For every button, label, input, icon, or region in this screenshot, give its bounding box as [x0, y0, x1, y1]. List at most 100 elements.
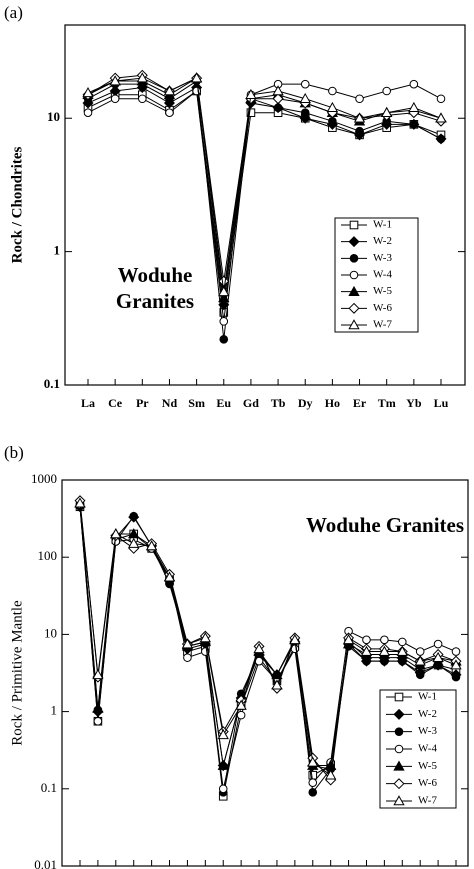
marker: [381, 106, 393, 118]
x-tick-label: Eu: [216, 396, 231, 410]
marker: [415, 647, 425, 656]
y-tick-label: 1: [54, 243, 61, 258]
marker: [271, 668, 283, 680]
marker: [328, 116, 337, 126]
marker: [355, 94, 364, 104]
marker: [397, 637, 407, 647]
marker: [271, 679, 283, 690]
marker: [355, 126, 364, 136]
series-line: [79, 504, 457, 789]
marker: [451, 672, 461, 682]
marker: [409, 120, 419, 129]
y-tick-label: 100: [38, 548, 58, 563]
marker: [82, 87, 94, 98]
marker: [415, 670, 425, 680]
marker: [165, 108, 174, 118]
marker: [190, 72, 203, 83]
marker: [289, 634, 301, 645]
panel: (b) Rock / Primitive Mantle 0.01 0.1 1 10 100 1…: [4, 443, 469, 869]
marker: [128, 537, 140, 548]
marker: [199, 632, 211, 643]
marker: [145, 540, 158, 551]
marker: [136, 72, 148, 83]
marker: [408, 101, 420, 112]
marker: [435, 112, 447, 123]
marker: [436, 134, 446, 144]
plot-frame: [64, 24, 466, 386]
marker: [349, 270, 359, 280]
marker: [110, 94, 120, 104]
marker: [349, 220, 359, 230]
marker: [349, 254, 359, 263]
x-tick-label: Nd: [162, 396, 178, 410]
marker: [83, 108, 93, 118]
marker: [218, 784, 228, 794]
x-tick-label: Lu: [434, 396, 449, 410]
marker: [128, 528, 140, 539]
legend-label: W-2: [373, 235, 392, 247]
marker: [328, 86, 337, 96]
marker: [183, 653, 192, 662]
marker: [272, 93, 284, 105]
panel-label: (a): [4, 3, 23, 22]
marker: [325, 769, 337, 780]
marker: [163, 85, 176, 96]
marker: [396, 645, 408, 656]
x-tick-label: Er: [353, 396, 367, 410]
legend-label: W-4: [418, 743, 437, 755]
marker: [129, 511, 139, 521]
series-line: [87, 80, 442, 340]
marker: [109, 75, 121, 86]
marker: [273, 103, 283, 112]
marker: [362, 635, 371, 645]
marker: [299, 92, 311, 104]
marker: [353, 112, 366, 123]
series-line: [87, 90, 442, 313]
series-line: [79, 505, 457, 794]
series-line: [79, 506, 457, 797]
marker: [245, 88, 257, 100]
marker: [380, 635, 389, 645]
marker: [92, 702, 104, 713]
marker: [326, 101, 339, 112]
series-line: [87, 86, 442, 305]
x-tick-label: Tm: [378, 396, 396, 410]
plot-frame: [61, 479, 469, 867]
marker: [219, 317, 229, 326]
marker: [450, 659, 462, 670]
series-line: [87, 77, 442, 292]
marker: [93, 716, 103, 726]
marker: [217, 729, 229, 740]
marker: [409, 79, 419, 89]
legend-label: W-4: [373, 269, 392, 281]
legend-label: W-1: [373, 219, 392, 231]
marker: [325, 759, 337, 770]
marker: [378, 645, 391, 656]
marker: [218, 292, 230, 303]
legend-label: W-6: [418, 777, 437, 789]
legend-label: W-7: [418, 795, 437, 807]
marker: [348, 302, 360, 314]
marker: [433, 660, 443, 670]
panel-label: (b): [4, 443, 24, 462]
marker: [393, 778, 405, 790]
marker: [110, 528, 122, 539]
y-tick-label: 1000: [31, 471, 57, 486]
legend-label: W-5: [418, 760, 437, 772]
legend-label: W-2: [418, 708, 437, 720]
annotation: Granites: [116, 289, 194, 313]
marker: [393, 760, 405, 771]
marker: [432, 651, 444, 662]
series-line: [79, 503, 457, 777]
series-line: [79, 503, 457, 767]
x-tick-label: Tb: [271, 396, 286, 410]
marker: [308, 788, 318, 797]
x-tick-label: Sm: [188, 396, 205, 410]
marker: [393, 708, 405, 720]
marker: [92, 668, 104, 680]
marker: [272, 85, 284, 96]
marker: [393, 795, 405, 806]
marker: [235, 699, 247, 710]
y-tick-label: 1: [51, 703, 58, 718]
legend-label: W-3: [418, 725, 437, 737]
